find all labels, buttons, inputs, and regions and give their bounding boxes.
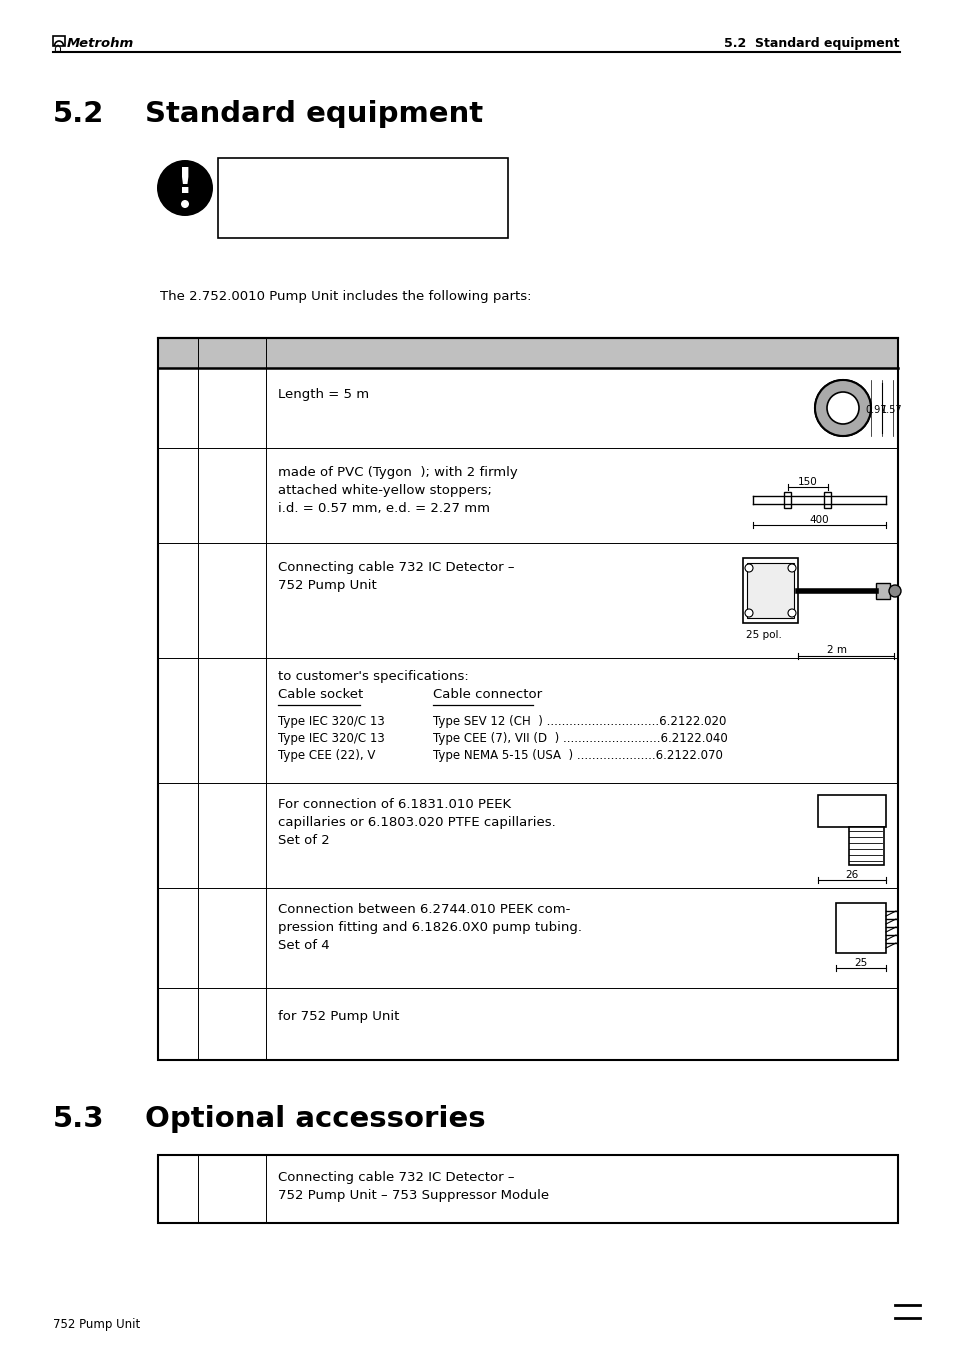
Text: Type IEC 320/C 13: Type IEC 320/C 13 bbox=[277, 732, 384, 744]
Text: 0.97: 0.97 bbox=[864, 405, 885, 415]
Text: Type CEE (22), V: Type CEE (22), V bbox=[277, 748, 375, 762]
Text: Cable connector: Cable connector bbox=[433, 688, 541, 701]
Bar bbox=[817, 794, 885, 827]
Bar bbox=[158, 988, 897, 1061]
Circle shape bbox=[826, 392, 858, 424]
Bar bbox=[875, 584, 889, 598]
Bar bbox=[742, 558, 797, 623]
Circle shape bbox=[181, 200, 189, 208]
Bar bbox=[835, 902, 885, 952]
Bar bbox=[158, 784, 897, 888]
Bar bbox=[848, 827, 883, 865]
Text: Optional accessories: Optional accessories bbox=[145, 1105, 485, 1133]
Circle shape bbox=[744, 563, 752, 571]
Circle shape bbox=[826, 392, 858, 424]
Text: for 752 Pump Unit: for 752 Pump Unit bbox=[277, 1011, 399, 1023]
Text: 26: 26 bbox=[844, 870, 858, 880]
Bar bbox=[158, 338, 897, 1061]
Text: made of PVC (Tygon  ); with 2 firmly
attached white-yellow stoppers;
i.d. = 0.57: made of PVC (Tygon ); with 2 firmly atta… bbox=[277, 466, 517, 515]
Text: Length = 5 m: Length = 5 m bbox=[277, 388, 369, 401]
Text: 5.2: 5.2 bbox=[53, 100, 104, 128]
Text: 400: 400 bbox=[809, 515, 828, 526]
Bar bbox=[158, 367, 897, 449]
Bar bbox=[53, 36, 65, 46]
Circle shape bbox=[814, 380, 870, 436]
Text: Type SEV 12 (CH  ) ..............................6.2122.020: Type SEV 12 (CH ) ......................… bbox=[433, 715, 725, 728]
Text: Cable socket: Cable socket bbox=[277, 688, 363, 701]
Text: 5.3: 5.3 bbox=[53, 1105, 105, 1133]
Bar bbox=[158, 1155, 897, 1223]
Bar bbox=[158, 888, 897, 988]
Text: For connection of 6.1831.010 PEEK
capillaries or 6.1803.020 PTFE capillaries.
Se: For connection of 6.1831.010 PEEK capill… bbox=[277, 798, 556, 847]
Text: 25: 25 bbox=[854, 958, 866, 969]
Text: Connecting cable 732 IC Detector –
752 Pump Unit – 753 Suppressor Module: Connecting cable 732 IC Detector – 752 P… bbox=[277, 1171, 549, 1202]
Text: Metrohm: Metrohm bbox=[67, 36, 134, 50]
Text: 25 pol.: 25 pol. bbox=[745, 630, 781, 640]
Bar bbox=[158, 658, 897, 784]
Text: 752 Pump Unit: 752 Pump Unit bbox=[53, 1319, 140, 1331]
Bar bbox=[823, 492, 831, 508]
Circle shape bbox=[744, 609, 752, 617]
Text: 1.57: 1.57 bbox=[880, 405, 902, 415]
Circle shape bbox=[157, 159, 213, 216]
Text: to customer's specifications:: to customer's specifications: bbox=[277, 670, 468, 684]
Text: The 2.752.0010 Pump Unit includes the following parts:: The 2.752.0010 Pump Unit includes the fo… bbox=[160, 290, 531, 303]
Text: Connection between 6.2744.010 PEEK com-
pression fitting and 6.1826.0X0 pump tub: Connection between 6.2744.010 PEEK com- … bbox=[277, 902, 581, 952]
Bar bbox=[158, 543, 897, 658]
Bar bbox=[218, 158, 507, 238]
Bar bbox=[158, 338, 897, 367]
Text: Type CEE (7), VII (D  ) ..........................6.2122.040: Type CEE (7), VII (D ) .................… bbox=[433, 732, 727, 744]
Text: 150: 150 bbox=[798, 477, 817, 488]
Circle shape bbox=[787, 563, 795, 571]
Circle shape bbox=[888, 585, 900, 597]
Text: Type NEMA 5-15 (USA  ) .....................6.2122.070: Type NEMA 5-15 (USA ) ..................… bbox=[433, 748, 722, 762]
Circle shape bbox=[814, 380, 870, 436]
Bar bbox=[158, 449, 897, 543]
Circle shape bbox=[787, 609, 795, 617]
Text: Connecting cable 732 IC Detector –
752 Pump Unit: Connecting cable 732 IC Detector – 752 P… bbox=[277, 561, 514, 592]
Text: !: ! bbox=[176, 166, 193, 200]
Text: ⌂: ⌂ bbox=[53, 42, 61, 55]
Text: 5.2  Standard equipment: 5.2 Standard equipment bbox=[723, 36, 899, 50]
Text: Standard equipment: Standard equipment bbox=[145, 100, 482, 128]
Bar bbox=[783, 492, 791, 508]
Bar bbox=[746, 563, 793, 617]
Text: Type IEC 320/C 13: Type IEC 320/C 13 bbox=[277, 715, 384, 728]
Text: 2 m: 2 m bbox=[826, 644, 846, 655]
